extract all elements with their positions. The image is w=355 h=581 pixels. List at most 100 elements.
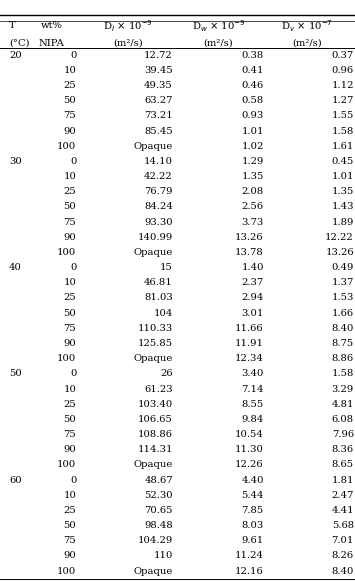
Text: 0.49: 0.49 [332, 263, 354, 272]
Text: 26: 26 [160, 370, 173, 378]
Text: 4.41: 4.41 [331, 506, 354, 515]
Text: 85.45: 85.45 [144, 127, 173, 135]
Text: 110: 110 [153, 551, 173, 561]
Text: 8.65: 8.65 [332, 460, 354, 469]
Text: 9.84: 9.84 [241, 415, 264, 424]
Text: 52.30: 52.30 [144, 491, 173, 500]
Text: 1.01: 1.01 [241, 127, 264, 135]
Text: 30: 30 [9, 157, 22, 166]
Text: (m²/s): (m²/s) [292, 39, 322, 48]
Text: Opaque: Opaque [133, 460, 173, 469]
Text: 2.37: 2.37 [241, 278, 264, 288]
Text: 90: 90 [64, 551, 76, 561]
Text: 14.10: 14.10 [144, 157, 173, 166]
Text: 1.37: 1.37 [332, 278, 354, 288]
Text: 70.65: 70.65 [144, 506, 173, 515]
Text: 100: 100 [57, 248, 76, 257]
Text: 0: 0 [70, 51, 76, 60]
Text: 11.66: 11.66 [235, 324, 264, 333]
Text: 3.01: 3.01 [241, 309, 264, 318]
Text: 50: 50 [64, 521, 76, 530]
Text: 106.65: 106.65 [138, 415, 173, 424]
Text: 1.55: 1.55 [332, 112, 354, 120]
Text: 1.53: 1.53 [332, 293, 354, 303]
Text: 5.68: 5.68 [332, 521, 354, 530]
Text: 0.58: 0.58 [241, 96, 264, 105]
Text: 11.24: 11.24 [235, 551, 264, 561]
Text: T: T [9, 21, 16, 30]
Text: Opaque: Opaque [133, 248, 173, 257]
Text: 0.45: 0.45 [332, 157, 354, 166]
Text: 3.73: 3.73 [241, 218, 264, 227]
Text: 93.30: 93.30 [144, 218, 173, 227]
Text: D$_w$ $\times$ 10$^{-9}$: D$_w$ $\times$ 10$^{-9}$ [192, 18, 245, 34]
Text: (m²/s): (m²/s) [113, 39, 143, 48]
Text: 25: 25 [64, 187, 76, 196]
Text: 0: 0 [70, 263, 76, 272]
Text: 1.35: 1.35 [241, 172, 264, 181]
Text: 81.03: 81.03 [144, 293, 173, 303]
Text: 50: 50 [64, 309, 76, 318]
Text: 4.40: 4.40 [241, 476, 264, 485]
Text: 1.81: 1.81 [332, 476, 354, 485]
Text: 25: 25 [64, 293, 76, 303]
Text: 1.01: 1.01 [332, 172, 354, 181]
Text: 50: 50 [64, 96, 76, 105]
Text: 2.08: 2.08 [241, 187, 264, 196]
Text: D$_v$ $\times$ 10$^{-7}$: D$_v$ $\times$ 10$^{-7}$ [281, 18, 333, 34]
Text: 25: 25 [64, 81, 76, 90]
Text: 0.38: 0.38 [241, 51, 264, 60]
Text: 103.40: 103.40 [138, 400, 173, 408]
Text: 7.96: 7.96 [332, 430, 354, 439]
Text: 110.33: 110.33 [138, 324, 173, 333]
Text: 0.41: 0.41 [241, 66, 264, 75]
Text: 6.08: 6.08 [332, 415, 354, 424]
Text: 8.55: 8.55 [241, 400, 264, 408]
Text: 100: 100 [57, 566, 76, 576]
Text: 49.35: 49.35 [144, 81, 173, 90]
Text: 12.22: 12.22 [325, 233, 354, 242]
Text: 1.29: 1.29 [241, 157, 264, 166]
Text: 10: 10 [64, 66, 76, 75]
Text: 1.02: 1.02 [241, 142, 264, 150]
Text: 2.94: 2.94 [241, 293, 264, 303]
Text: 1.58: 1.58 [332, 370, 354, 378]
Text: 1.89: 1.89 [332, 218, 354, 227]
Text: 0.37: 0.37 [332, 51, 354, 60]
Text: 84.24: 84.24 [144, 202, 173, 211]
Text: 12.72: 12.72 [144, 51, 173, 60]
Text: 10: 10 [64, 278, 76, 288]
Text: 42.22: 42.22 [144, 172, 173, 181]
Text: 75: 75 [64, 324, 76, 333]
Text: 8.40: 8.40 [332, 324, 354, 333]
Text: 50: 50 [64, 202, 76, 211]
Text: 90: 90 [64, 445, 76, 454]
Text: 13.26: 13.26 [235, 233, 264, 242]
Text: 11.91: 11.91 [235, 339, 264, 348]
Text: 73.21: 73.21 [144, 112, 173, 120]
Text: 10: 10 [64, 385, 76, 393]
Text: 20: 20 [9, 51, 22, 60]
Text: 75: 75 [64, 218, 76, 227]
Text: (°C): (°C) [9, 39, 29, 48]
Text: 1.61: 1.61 [332, 142, 354, 150]
Text: 0: 0 [70, 476, 76, 485]
Text: 13.78: 13.78 [235, 248, 264, 257]
Text: 108.86: 108.86 [138, 430, 173, 439]
Text: 46.81: 46.81 [144, 278, 173, 288]
Text: 100: 100 [57, 354, 76, 363]
Text: 10.54: 10.54 [235, 430, 264, 439]
Text: 104.29: 104.29 [138, 536, 173, 545]
Text: 76.79: 76.79 [144, 187, 173, 196]
Text: 4.81: 4.81 [332, 400, 354, 408]
Text: 1.66: 1.66 [332, 309, 354, 318]
Text: 7.14: 7.14 [241, 385, 264, 393]
Text: 125.85: 125.85 [138, 339, 173, 348]
Text: 1.12: 1.12 [332, 81, 354, 90]
Text: 2.47: 2.47 [332, 491, 354, 500]
Text: Opaque: Opaque [133, 142, 173, 150]
Text: 60: 60 [9, 476, 22, 485]
Text: 10: 10 [64, 491, 76, 500]
Text: 90: 90 [64, 127, 76, 135]
Text: 12.34: 12.34 [235, 354, 264, 363]
